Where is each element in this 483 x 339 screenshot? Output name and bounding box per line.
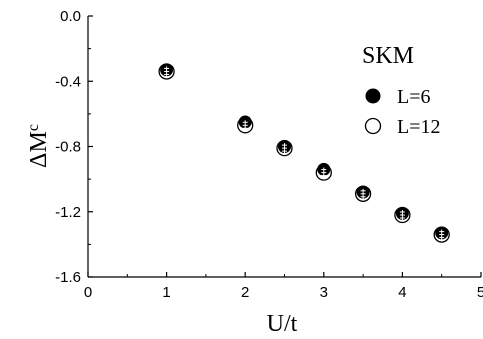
error-bar (282, 143, 287, 154)
point-l12 (315, 164, 332, 181)
y-axis-label-superscript: c (25, 124, 42, 131)
x-tick-label: 1 (162, 284, 170, 301)
x-tick-label: 3 (320, 284, 328, 301)
legend-marker-l12 (364, 117, 382, 135)
legend-marker-l6 (365, 88, 381, 104)
point-l12 (433, 226, 450, 243)
error-bar (164, 66, 170, 77)
y-tick-label: 0.0 (60, 8, 81, 25)
error-bar (399, 210, 405, 221)
point-l12 (354, 185, 372, 202)
error-bar (360, 188, 366, 199)
error-bar (439, 229, 445, 240)
data-points (158, 63, 450, 243)
x-tick-label: 4 (398, 284, 406, 301)
x-tick-label: 0 (84, 284, 92, 301)
legend-label-l12: L=12 (397, 116, 441, 138)
point-l12 (158, 63, 175, 80)
y-tick-label: -0.4 (55, 73, 81, 90)
y-axis-label: ΔMc (25, 124, 53, 168)
error-bar (242, 120, 248, 131)
x-tick-label: 2 (241, 284, 249, 301)
error-bar (321, 167, 327, 178)
legend-label-l6: L=6 (397, 86, 431, 108)
point-l12 (237, 117, 254, 134)
x-tick-label: 5 (477, 284, 483, 301)
y-tick-label: -0.8 (55, 139, 81, 156)
y-tick-label: -1.6 (55, 269, 81, 286)
point-l12 (276, 139, 293, 157)
x-axis-ticks: 0 1 2 3 4 5 (84, 272, 483, 301)
point-l12 (394, 206, 411, 224)
legend: SKM L=6 L=12 (362, 43, 441, 138)
y-tick-label: -1.2 (55, 204, 81, 221)
y-axis-label-main: ΔM (26, 131, 52, 168)
x-axis-label: U/t (267, 311, 298, 337)
legend-title: SKM (362, 43, 414, 69)
y-axis-ticks: 0.0 -0.4 -0.8 -1.2 -1.6 (55, 8, 93, 286)
